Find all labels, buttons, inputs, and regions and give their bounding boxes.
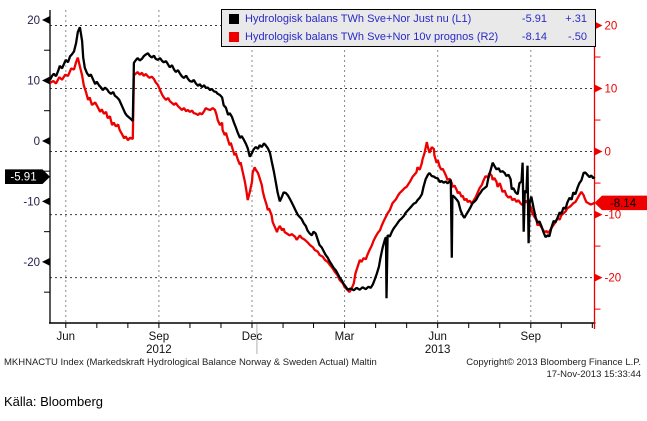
svg-text:10: 10 xyxy=(605,84,618,96)
copyright-notice: Copyright© 2013 Bloomberg Finance L.P. xyxy=(466,357,641,368)
instrument-description: MKHNACTU Index (Markedskraft Hydrologica… xyxy=(4,357,377,368)
legend-swatch-red-icon xyxy=(229,32,239,42)
legend-item-r2[interactable]: Hydrologisk balans TWh Sve+Nor 10v progn… xyxy=(222,28,595,46)
svg-text:-10: -10 xyxy=(605,210,622,222)
svg-text:-8.14: -8.14 xyxy=(610,198,637,210)
legend-change-l1: +.31 xyxy=(565,13,587,25)
left-axis-value-badge: -5.91 xyxy=(5,169,50,184)
chart-legend: Hydrologisk balans TWh Sve+Nor Just nu (… xyxy=(221,9,596,47)
svg-text:2012: 2012 xyxy=(146,344,172,356)
svg-text:Jun: Jun xyxy=(428,331,447,343)
legend-change-r2: -.50 xyxy=(568,31,587,43)
svg-text:-10: -10 xyxy=(23,196,40,208)
legend-value-r2: -8.14 xyxy=(521,31,547,43)
y-axis-right: 20 10 0 -10 -20 xyxy=(593,10,622,323)
svg-text:-5.91: -5.91 xyxy=(10,172,36,184)
svg-text:-20: -20 xyxy=(605,273,622,285)
legend-label-l1: Hydrologisk balans TWh Sve+Nor Just nu (… xyxy=(245,13,472,25)
right-axis-value-badge: -8.14 xyxy=(594,195,647,211)
legend-value-l1: -5.91 xyxy=(521,13,547,25)
svg-text:0: 0 xyxy=(605,147,611,159)
svg-text:0: 0 xyxy=(34,136,40,148)
svg-text:20: 20 xyxy=(27,15,40,27)
svg-text:Dec: Dec xyxy=(242,331,263,343)
y-axis-left: 20 10 0 -10 -20 xyxy=(23,10,51,323)
legend-label-r2: Hydrologisk balans TWh Sve+Nor 10v progn… xyxy=(245,31,499,43)
source-caption: Källa: Bloomberg xyxy=(4,394,103,409)
series-just-nu-line xyxy=(48,26,596,299)
legend-item-l1[interactable]: Hydrologisk balans TWh Sve+Nor Just nu (… xyxy=(222,10,595,28)
svg-text:Jun: Jun xyxy=(57,331,76,343)
svg-text:20: 20 xyxy=(605,21,618,33)
svg-text:-20: -20 xyxy=(23,257,40,269)
legend-swatch-black-icon xyxy=(229,14,239,24)
svg-text:Mar: Mar xyxy=(335,331,355,343)
chart-timestamp: 17-Nov-2013 15:33:44 xyxy=(546,369,641,380)
gridlines xyxy=(50,10,595,323)
series-prognos-line xyxy=(49,57,595,293)
svg-text:10: 10 xyxy=(27,75,40,87)
svg-text:2013: 2013 xyxy=(425,344,451,356)
svg-text:Sep: Sep xyxy=(149,331,169,343)
footer-right: Copyright© 2013 Bloomberg Finance L.P. 1… xyxy=(466,357,641,381)
svg-text:Sep: Sep xyxy=(521,331,541,343)
